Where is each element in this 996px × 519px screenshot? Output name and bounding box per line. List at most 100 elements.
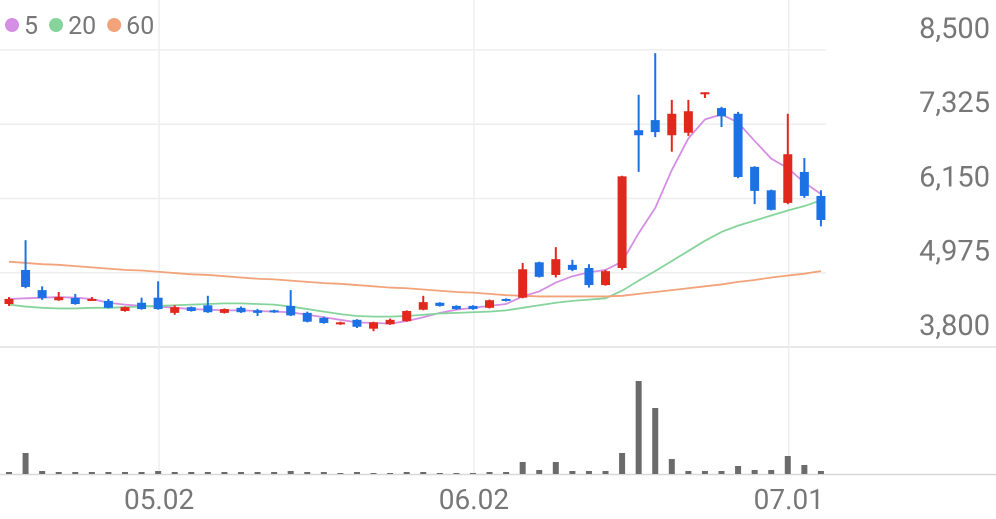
candle [584,264,594,288]
volume-bar [801,465,808,474]
volume-bar [287,471,294,474]
volume-bar [6,472,12,474]
candle [634,94,644,172]
y-tick-label: 8,500 [919,12,990,46]
volume-bar [337,473,344,474]
volume-bar [718,471,725,474]
volume-bar [304,472,311,474]
volume-bar [72,472,79,474]
candle [667,99,677,152]
volume-bar [387,473,394,474]
moving-average-line [8,260,822,298]
candle-body [4,298,14,305]
y-tick-label: 3,800 [919,309,990,343]
candle-body [402,310,412,322]
candle-body [70,298,80,305]
volume-bar [121,472,128,474]
candle [87,297,97,301]
volume-bar [635,381,642,474]
legend-label: 5 [24,12,38,41]
volume-bar [370,473,377,474]
candle [451,305,461,310]
legend-swatch [107,18,122,32]
candle-body [750,166,760,191]
candle [551,247,561,278]
candle-body [269,310,279,313]
candle-body [700,92,710,95]
volume-bar [486,472,493,474]
volume-bar [420,472,427,474]
candle-body [551,259,561,275]
candle [783,113,793,205]
volume-bar [602,471,609,474]
candle [617,175,627,270]
candle [137,297,147,310]
candle-body [584,267,594,286]
candle [54,292,64,301]
y-tick-label: 6,150 [919,160,990,194]
volume-bar [221,472,228,474]
candle [700,92,710,98]
candle [186,306,196,312]
moving-average-line [8,199,822,318]
candle-body [137,302,147,310]
candle [319,316,329,324]
candle-body [485,300,495,308]
volume-bar [685,471,692,474]
candle-body [418,302,428,310]
candle-body [319,317,329,323]
candle [253,309,263,317]
moving-average-line [8,113,822,325]
volume-bar [519,462,526,474]
volume-bar [353,472,360,474]
candle-body [601,271,611,286]
candle-body [286,305,296,316]
candle-body [170,307,180,313]
volume-bar [55,472,62,474]
legend-label: 20 [68,12,96,41]
volume-bar [784,456,791,474]
candle [650,53,660,138]
candle-body [534,262,544,277]
candle [37,286,47,300]
candle [103,298,113,309]
candle-body [87,298,97,301]
candle [485,299,495,309]
candle [468,305,478,310]
volume-bar [88,472,95,474]
candle-body [717,108,727,117]
candle [203,295,213,313]
candle [418,295,428,311]
volume-bar [652,408,659,474]
candle [435,302,445,307]
candle [799,158,809,198]
candle [170,305,180,315]
candle-body [567,264,577,270]
x-tick-label: 05.02 [124,483,194,516]
candle [70,293,80,305]
candle [302,311,312,323]
candle [352,319,362,329]
candle [717,106,727,128]
candle [567,259,577,272]
candle-body [766,190,776,210]
volume-bar [469,473,476,474]
candle [286,290,296,317]
candle-body [335,322,345,325]
volume-bar [403,472,410,474]
volume-bar [320,472,327,474]
candle-body [634,130,644,136]
volume-bar [39,471,46,474]
y-tick-label: 7,325 [919,86,990,120]
candle [269,309,279,313]
candle-body [799,171,809,196]
x-tick-label: 06.02 [439,483,509,516]
volume-bar [768,470,775,474]
candle-body [816,195,826,220]
volume-bar [22,453,29,474]
candle-body [369,322,379,329]
candle-body [435,302,445,306]
candle-body [103,300,113,308]
candle-body [236,307,246,313]
